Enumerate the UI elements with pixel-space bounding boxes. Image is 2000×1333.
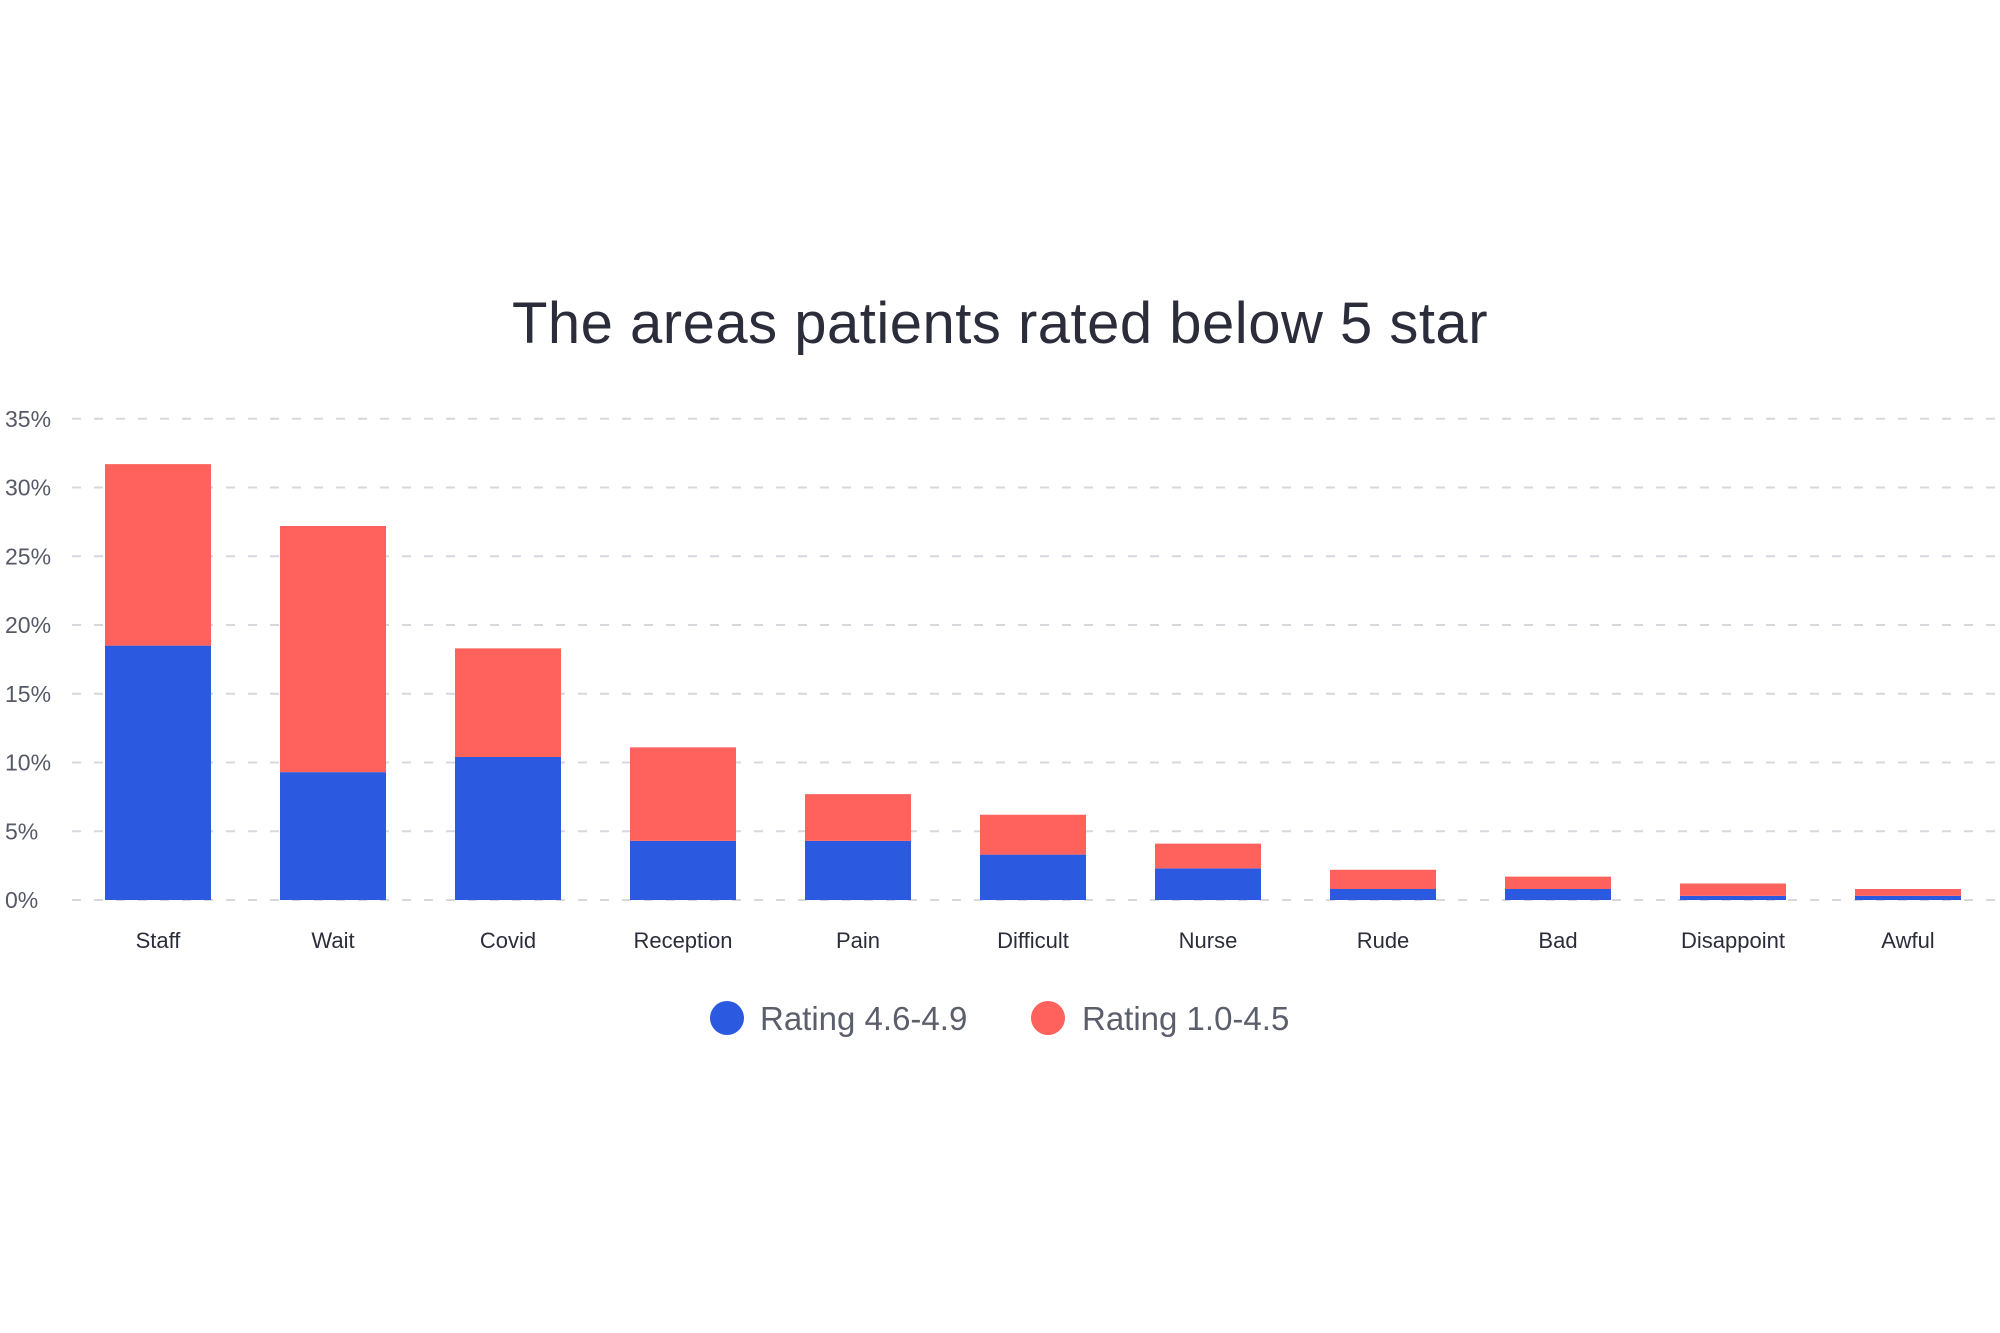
bar-segment-low-rating[interactable]: [1155, 843, 1261, 869]
y-tick-label: 10%: [5, 750, 51, 776]
x-category-label: Reception: [633, 928, 732, 953]
x-axis-categories: Staff Wait Covid Reception Pain Difficult Nurs…: [136, 928, 1935, 953]
bar-segment-low-rating[interactable]: [1680, 883, 1786, 896]
x-category-label: Pain: [836, 928, 880, 953]
bar-segment-low-rating[interactable]: [455, 648, 561, 757]
x-category-label: Covid: [480, 928, 536, 953]
bar-segment-high-rating[interactable]: [980, 854, 1086, 900]
bars: [105, 464, 1961, 900]
bar-segment-low-rating[interactable]: [1330, 869, 1436, 889]
x-category-label: Staff: [136, 928, 182, 953]
x-category-label: Bad: [1538, 928, 1577, 953]
x-category-label: Wait: [311, 928, 354, 953]
y-tick-label: 30%: [5, 475, 51, 501]
bar-segment-high-rating[interactable]: [1330, 889, 1436, 900]
bar-segment-low-rating[interactable]: [280, 526, 386, 773]
legend-label: Rating 4.6-4.9: [760, 1000, 967, 1037]
bar-segment-low-rating[interactable]: [630, 747, 736, 841]
chart-title: The areas patients rated below 5 star: [511, 291, 1489, 356]
bar-segment-high-rating[interactable]: [455, 757, 561, 900]
x-category-label: Awful: [1881, 928, 1934, 953]
bar-segment-high-rating[interactable]: [105, 645, 211, 900]
legend-item[interactable]: Rating 1.0-4.5: [1031, 1000, 1289, 1037]
bar-segment-low-rating[interactable]: [105, 464, 211, 646]
x-category-label: Difficult: [997, 928, 1069, 953]
y-tick-label: 0%: [5, 887, 38, 913]
y-tick-label: 35%: [5, 406, 51, 432]
y-tick-label: 25%: [5, 543, 51, 569]
grid-lines: [72, 417, 2000, 901]
bar-segment-high-rating[interactable]: [1155, 868, 1261, 900]
bar-segment-high-rating[interactable]: [1855, 895, 1961, 900]
bar-segment-low-rating[interactable]: [1505, 876, 1611, 889]
x-category-label: Rude: [1357, 928, 1410, 953]
x-category-label: Nurse: [1179, 928, 1238, 953]
bar-segment-low-rating[interactable]: [805, 794, 911, 841]
y-tick-label: 15%: [5, 681, 51, 707]
legend-swatch: [1031, 1001, 1065, 1035]
y-tick-label: 20%: [5, 612, 51, 638]
y-axis-ticks: 0% 5% 10% 15% 20% 25% 30% 35%: [5, 406, 51, 913]
bar-segment-low-rating[interactable]: [980, 814, 1086, 855]
bar-segment-high-rating[interactable]: [1505, 889, 1611, 900]
bar-segment-high-rating[interactable]: [1680, 895, 1786, 900]
legend-label: Rating 1.0-4.5: [1082, 1000, 1289, 1037]
bar-segment-high-rating[interactable]: [805, 840, 911, 900]
legend-item[interactable]: Rating 4.6-4.9: [710, 1000, 967, 1037]
bar-segment-high-rating[interactable]: [630, 840, 736, 900]
legend[interactable]: Rating 4.6-4.9 Rating 1.0-4.5: [710, 1000, 1289, 1037]
legend-swatch: [710, 1001, 744, 1035]
bar-segment-low-rating[interactable]: [1855, 889, 1961, 896]
y-tick-label: 5%: [5, 818, 38, 844]
bar-segment-high-rating[interactable]: [280, 772, 386, 900]
x-category-label: Disappoint: [1681, 928, 1785, 953]
